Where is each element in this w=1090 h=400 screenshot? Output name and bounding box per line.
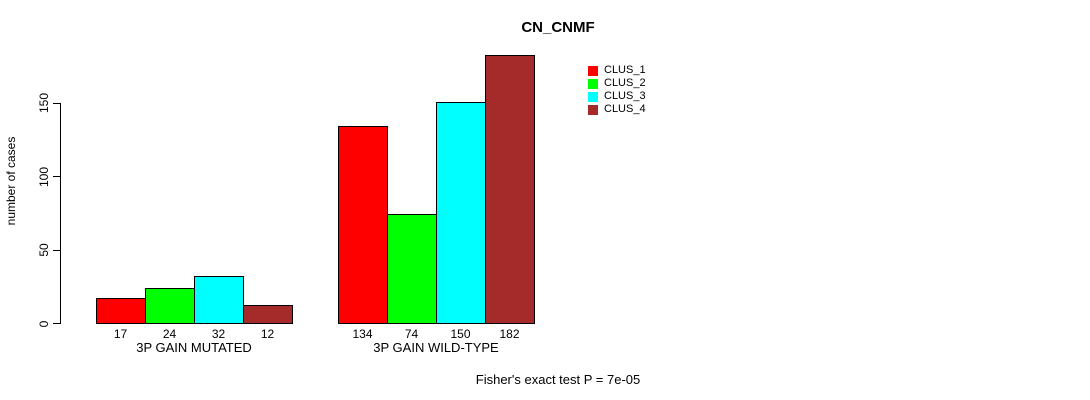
y-tick-50 <box>53 249 60 251</box>
bar-clus_2-group2 <box>387 214 437 324</box>
y-axis-line <box>60 102 61 324</box>
legend: CLUS_1 CLUS_2 CLUS_3 CLUS_4 <box>588 64 646 116</box>
bar-clus_3-group2 <box>436 102 486 324</box>
bar-clus_4-group2 <box>485 55 535 324</box>
y-tick-150 <box>53 102 60 104</box>
legend-label: CLUS_3 <box>604 90 646 102</box>
legend-swatch-icon <box>588 104 598 115</box>
legend-swatch-icon <box>588 91 598 102</box>
legend-label: CLUS_1 <box>604 64 646 76</box>
x-category-label: 3P GAIN MUTATED <box>136 340 252 355</box>
bar-clus_4-group1 <box>243 305 293 324</box>
bar-value-label: 74 <box>404 327 419 341</box>
chart-title: CN_CNMF <box>521 19 595 36</box>
y-tick-100 <box>53 176 60 177</box>
bar-value-label: 32 <box>211 327 226 341</box>
y-tick-0 <box>53 323 60 324</box>
legend-item-clus_4: CLUS_4 <box>588 103 646 116</box>
bar-clus_1-group2 <box>338 126 388 324</box>
legend-item-clus_1: CLUS_1 <box>588 64 646 77</box>
y-tick-label-150: 150 <box>37 92 51 114</box>
bar-clus_1-group1 <box>96 298 146 324</box>
bar-value-label: 17 <box>113 327 128 341</box>
y-tick-label-100: 100 <box>37 166 51 187</box>
bar-value-label: 134 <box>352 327 373 341</box>
bar-clus_3-group1 <box>194 276 244 324</box>
bar-value-label: 12 <box>260 327 275 341</box>
bar-value-label: 24 <box>162 327 177 341</box>
legend-swatch-icon <box>588 65 598 76</box>
bar-clus_2-group1 <box>145 288 195 324</box>
fisher-test-annotation: Fisher's exact test P = 7e-05 <box>475 372 641 387</box>
legend-item-clus_2: CLUS_2 <box>588 77 646 90</box>
x-category-label: 3P GAIN WILD-TYPE <box>373 340 499 355</box>
bar-value-label: 150 <box>450 327 471 341</box>
legend-swatch-icon <box>588 78 598 89</box>
bar-value-label: 182 <box>499 327 520 341</box>
legend-item-clus_3: CLUS_3 <box>588 90 646 103</box>
y-tick-label-0: 0 <box>37 320 51 327</box>
legend-label: CLUS_2 <box>604 77 646 89</box>
y-axis-label: number of cases <box>4 136 18 226</box>
y-tick-label-50: 50 <box>37 243 51 257</box>
legend-label: CLUS_4 <box>604 103 646 115</box>
